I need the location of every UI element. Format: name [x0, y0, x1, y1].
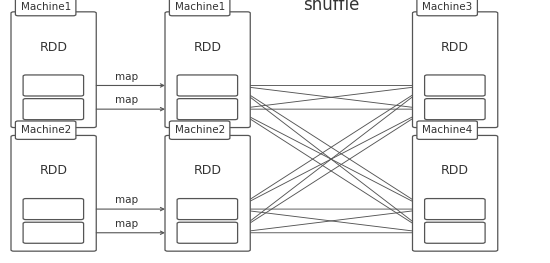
Text: map: map: [116, 72, 139, 82]
Text: RDD: RDD: [40, 41, 68, 54]
FancyBboxPatch shape: [11, 12, 96, 128]
Text: map: map: [116, 195, 139, 205]
Text: Machine2: Machine2: [20, 125, 71, 135]
FancyBboxPatch shape: [23, 199, 84, 220]
Text: Machine1: Machine1: [20, 2, 71, 12]
Text: RDD: RDD: [441, 164, 469, 177]
FancyBboxPatch shape: [425, 222, 485, 243]
FancyBboxPatch shape: [417, 0, 477, 16]
FancyBboxPatch shape: [169, 0, 230, 16]
FancyBboxPatch shape: [23, 75, 84, 96]
FancyBboxPatch shape: [169, 121, 230, 139]
Text: RDD: RDD: [441, 41, 469, 54]
Text: Machine3: Machine3: [422, 2, 472, 12]
FancyBboxPatch shape: [425, 99, 485, 120]
FancyBboxPatch shape: [425, 75, 485, 96]
FancyBboxPatch shape: [165, 12, 250, 128]
FancyBboxPatch shape: [165, 135, 250, 251]
Text: RDD: RDD: [194, 164, 222, 177]
FancyBboxPatch shape: [417, 121, 477, 139]
FancyBboxPatch shape: [412, 135, 498, 251]
FancyBboxPatch shape: [177, 75, 238, 96]
FancyBboxPatch shape: [425, 199, 485, 220]
Text: shuffle: shuffle: [303, 0, 360, 14]
Text: Machine2: Machine2: [174, 125, 225, 135]
FancyBboxPatch shape: [177, 222, 238, 243]
Text: RDD: RDD: [40, 164, 68, 177]
Text: Machine4: Machine4: [422, 125, 472, 135]
FancyBboxPatch shape: [11, 135, 96, 251]
FancyBboxPatch shape: [23, 222, 84, 243]
FancyBboxPatch shape: [15, 0, 76, 16]
FancyBboxPatch shape: [412, 12, 498, 128]
FancyBboxPatch shape: [177, 199, 238, 220]
Text: Machine1: Machine1: [174, 2, 225, 12]
Text: map: map: [116, 219, 139, 229]
Text: map: map: [116, 95, 139, 105]
FancyBboxPatch shape: [15, 121, 76, 139]
FancyBboxPatch shape: [177, 99, 238, 120]
Text: RDD: RDD: [194, 41, 222, 54]
FancyBboxPatch shape: [23, 99, 84, 120]
